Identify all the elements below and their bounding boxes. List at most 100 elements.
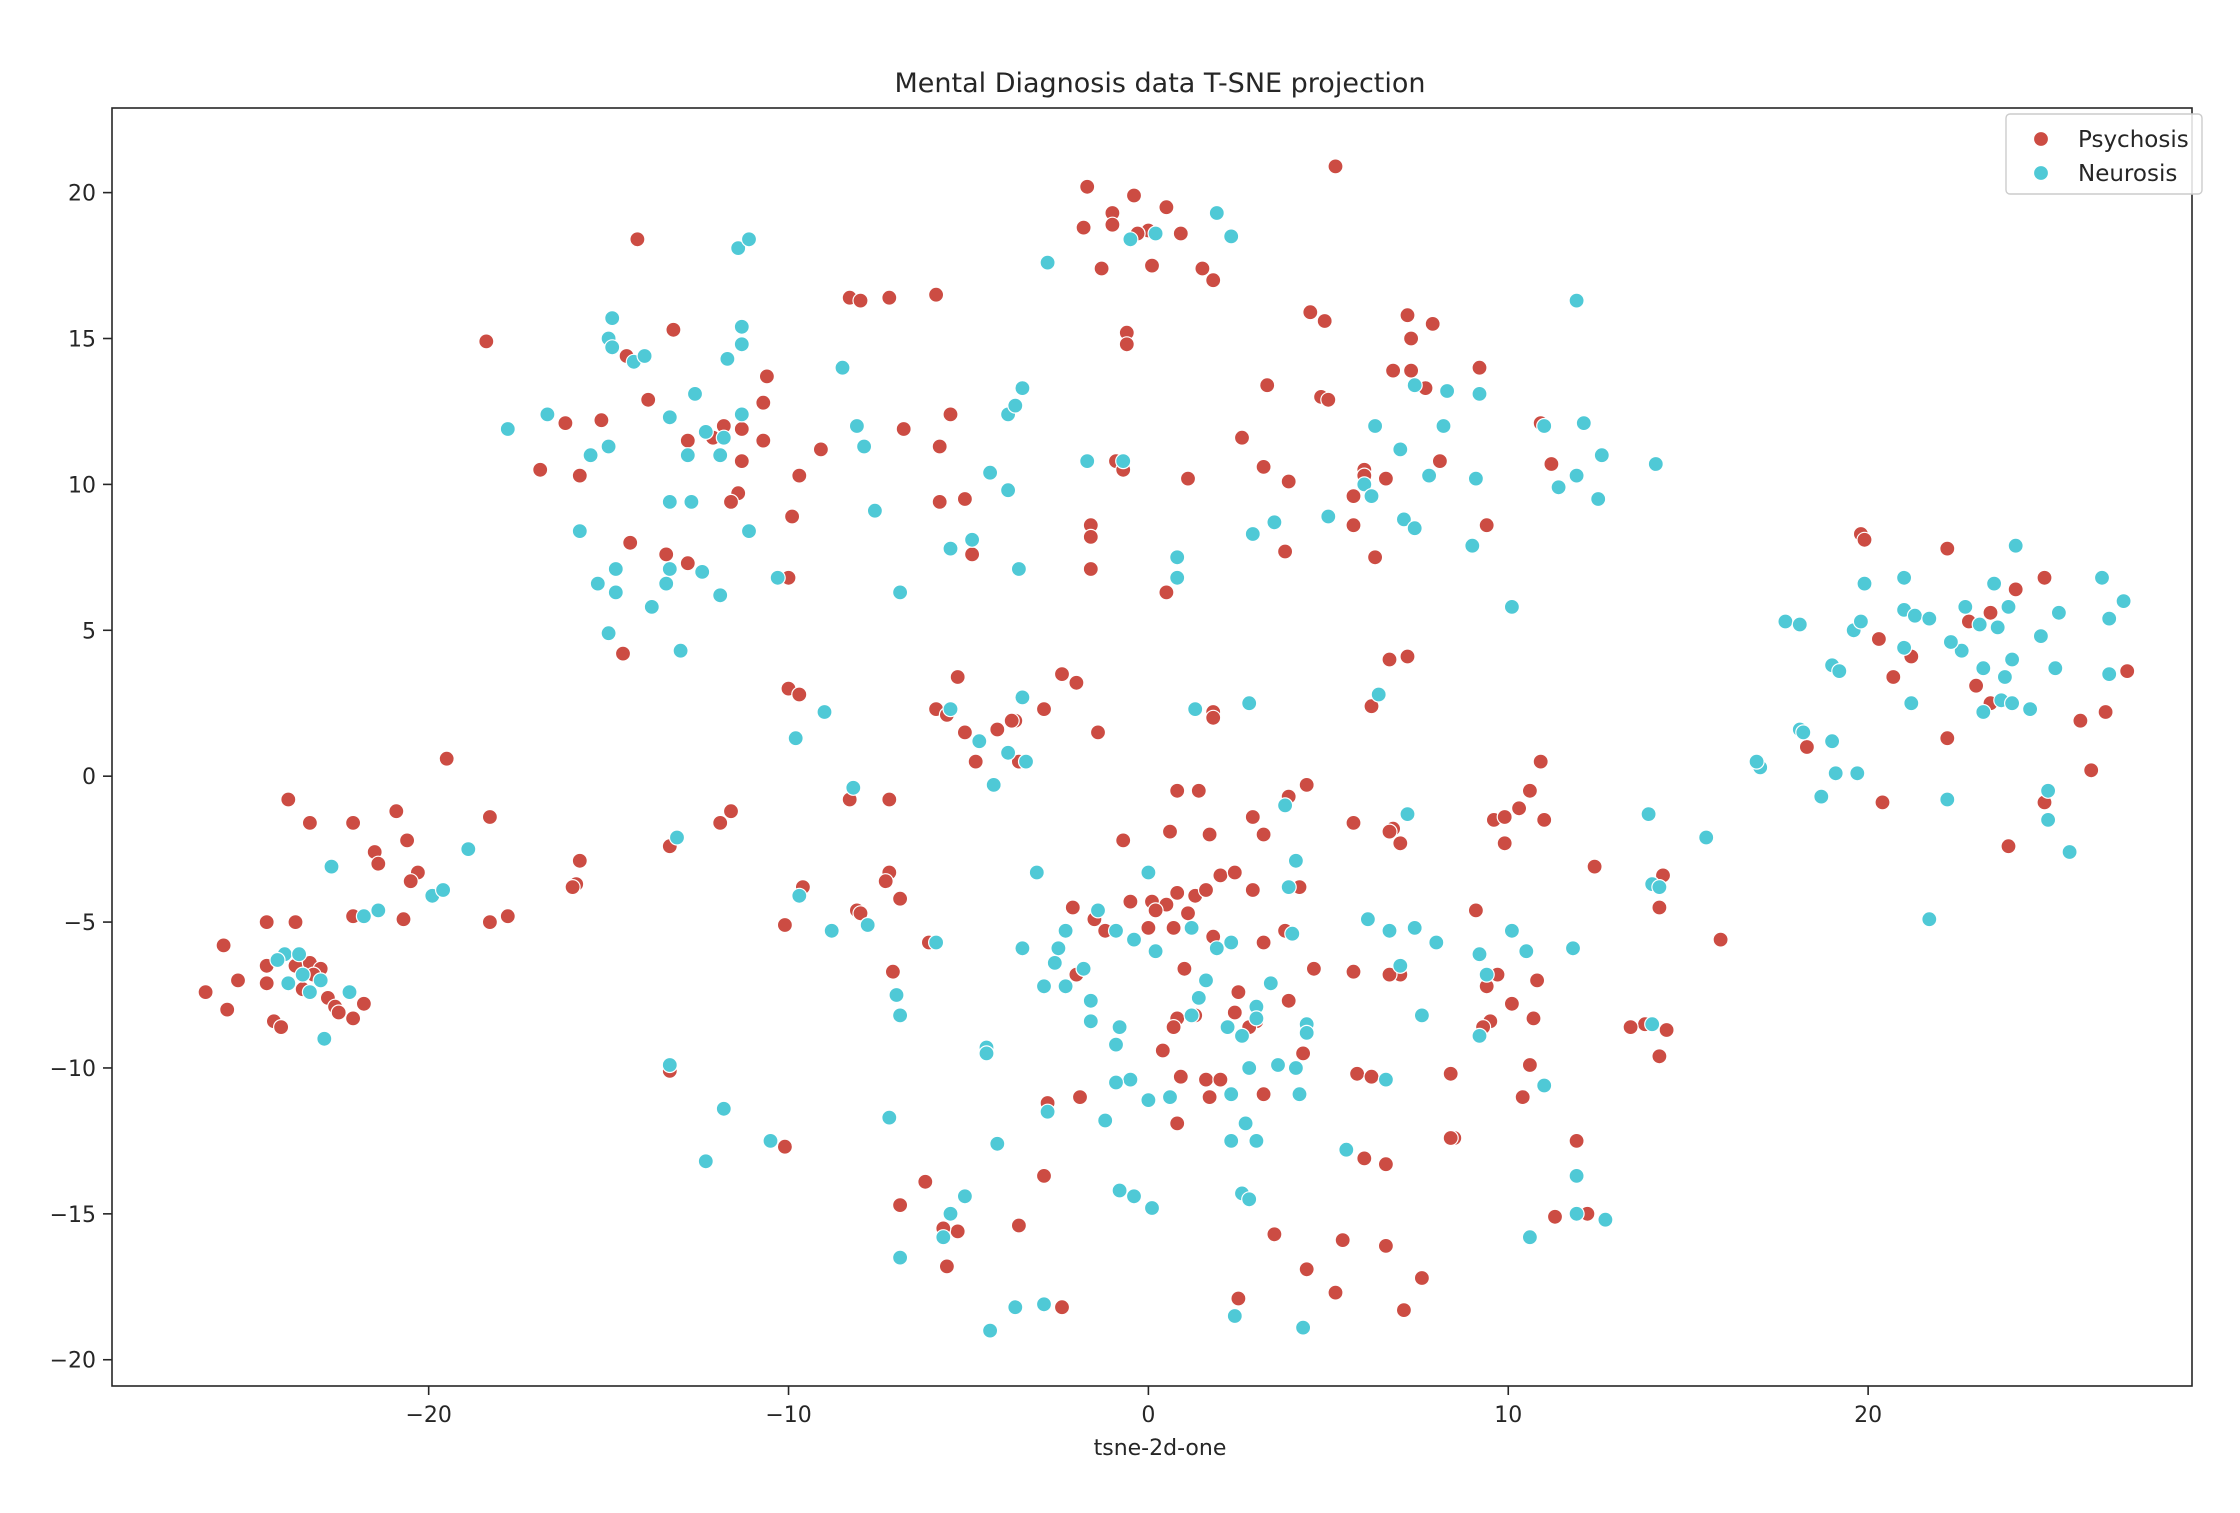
- point-psychosis-105: [438, 750, 455, 767]
- point-neurosis-198: [1478, 966, 1495, 983]
- point-neurosis-149: [1280, 878, 1297, 896]
- point-neurosis-182: [888, 986, 905, 1004]
- point-psychosis-27: [665, 321, 682, 338]
- point-neurosis-226: [1849, 765, 1866, 782]
- point-neurosis-151: [1276, 797, 1294, 814]
- point-neurosis-49: [694, 563, 711, 581]
- point-psychosis-224: [1525, 1010, 1542, 1027]
- legend-box: [2005, 113, 2203, 195]
- point-neurosis-98: [927, 934, 945, 951]
- point-psychosis-120: [571, 852, 588, 869]
- point-neurosis-173: [1035, 1296, 1053, 1313]
- point-psychosis-49: [931, 438, 948, 455]
- x-tick-label: 0: [1141, 1403, 1155, 1428]
- point-psychosis-259: [273, 1018, 290, 1036]
- point-neurosis-56: [1010, 560, 1028, 578]
- point-psychosis-114: [402, 873, 419, 890]
- point-psychosis-117: [481, 808, 498, 826]
- point-psychosis-101: [1205, 709, 1222, 726]
- point-psychosis-207: [1514, 1088, 1531, 1106]
- point-neurosis-8: [604, 310, 621, 327]
- point-psychosis-102: [1363, 698, 1380, 715]
- point-neurosis-155: [1122, 1071, 1139, 1088]
- point-psychosis-87: [949, 668, 966, 686]
- point-psychosis-260: [1230, 1290, 1247, 1307]
- point-psychosis-97: [1089, 724, 1107, 741]
- legend-marker-neurosis: [2032, 164, 2050, 182]
- point-neurosis-45: [607, 584, 624, 601]
- point-psychosis-284: [1874, 794, 1891, 811]
- point-neurosis-171: [981, 1322, 999, 1339]
- point-neurosis-40: [740, 522, 758, 540]
- point-neurosis-137: [1219, 1018, 1236, 1036]
- point-neurosis-190: [1381, 922, 1398, 939]
- y-tick-label: −15: [50, 1203, 96, 1228]
- point-psychosis-253: [330, 1004, 347, 1021]
- point-neurosis-72: [1356, 476, 1373, 493]
- point-psychosis-40: [593, 412, 610, 429]
- point-neurosis-96: [859, 916, 876, 934]
- point-psychosis-254: [345, 1010, 362, 1027]
- point-psychosis-263: [1327, 1284, 1344, 1301]
- point-psychosis-86: [791, 686, 808, 703]
- point-neurosis-47: [658, 575, 675, 592]
- point-neurosis-83: [845, 779, 862, 796]
- point-neurosis-39: [571, 522, 588, 540]
- point-psychosis-186: [1172, 1068, 1189, 1085]
- point-psychosis-225: [1568, 1132, 1585, 1150]
- point-neurosis-218: [1813, 788, 1830, 805]
- point-psychosis-241: [287, 913, 304, 931]
- point-neurosis-14: [733, 336, 750, 353]
- point-neurosis-33: [981, 464, 999, 481]
- point-neurosis-131: [1147, 943, 1164, 960]
- point-neurosis-100: [323, 858, 340, 875]
- point-psychosis-193: [1392, 835, 1409, 852]
- point-neurosis-162: [1143, 1199, 1161, 1217]
- point-psychosis-17: [881, 289, 898, 306]
- point-psychosis-223: [1712, 931, 1729, 948]
- point-neurosis-217: [1795, 724, 1812, 741]
- plot-area-frame: [111, 107, 2193, 1387]
- y-tick-label: −5: [64, 911, 96, 936]
- point-psychosis-67: [956, 490, 974, 508]
- point-neurosis-166: [1241, 1191, 1258, 1208]
- point-neurosis-197: [1471, 1027, 1488, 1045]
- point-neurosis-242: [2003, 651, 2021, 668]
- point-neurosis-12: [636, 347, 653, 365]
- point-psychosis-79: [622, 534, 639, 551]
- point-neurosis-15: [719, 350, 736, 367]
- legend-marker-psychosis: [2032, 130, 2050, 148]
- point-psychosis-131: [891, 890, 909, 907]
- point-psychosis-178: [1280, 992, 1297, 1009]
- point-psychosis-179: [1305, 960, 1323, 977]
- point-neurosis-209: [1651, 878, 1668, 896]
- point-psychosis-96: [1035, 700, 1053, 718]
- point-psychosis-89: [1068, 674, 1085, 691]
- point-psychosis-290: [2119, 662, 2136, 680]
- point-psychosis-18: [927, 286, 945, 303]
- point-neurosis-117: [1057, 922, 1074, 939]
- point-psychosis-269: [1546, 1208, 1564, 1225]
- point-neurosis-63: [1550, 479, 1567, 496]
- point-psychosis-205: [1442, 1065, 1459, 1082]
- point-neurosis-29: [600, 438, 617, 455]
- y-tick-label: 5: [82, 619, 96, 644]
- point-psychosis-197: [1381, 966, 1398, 983]
- point-neurosis-75: [1467, 470, 1485, 487]
- point-neurosis-68: [1438, 382, 1456, 400]
- point-psychosis-283: [1798, 738, 1816, 756]
- point-neurosis-140: [1269, 1056, 1287, 1074]
- point-psychosis-6: [1075, 219, 1092, 236]
- point-neurosis-243: [2007, 537, 2024, 554]
- point-psychosis-187: [1169, 1115, 1186, 1132]
- point-neurosis-20: [1007, 397, 1024, 414]
- point-psychosis-212: [1532, 753, 1549, 770]
- point-psychosis-220: [1651, 1048, 1668, 1065]
- point-neurosis-97: [823, 922, 840, 939]
- point-psychosis-243: [229, 972, 247, 989]
- point-psychosis-24: [1402, 330, 1420, 347]
- point-neurosis-239: [1985, 575, 2003, 592]
- point-psychosis-155: [1255, 826, 1272, 843]
- point-neurosis-156: [1107, 1074, 1125, 1091]
- point-psychosis-16: [852, 292, 869, 309]
